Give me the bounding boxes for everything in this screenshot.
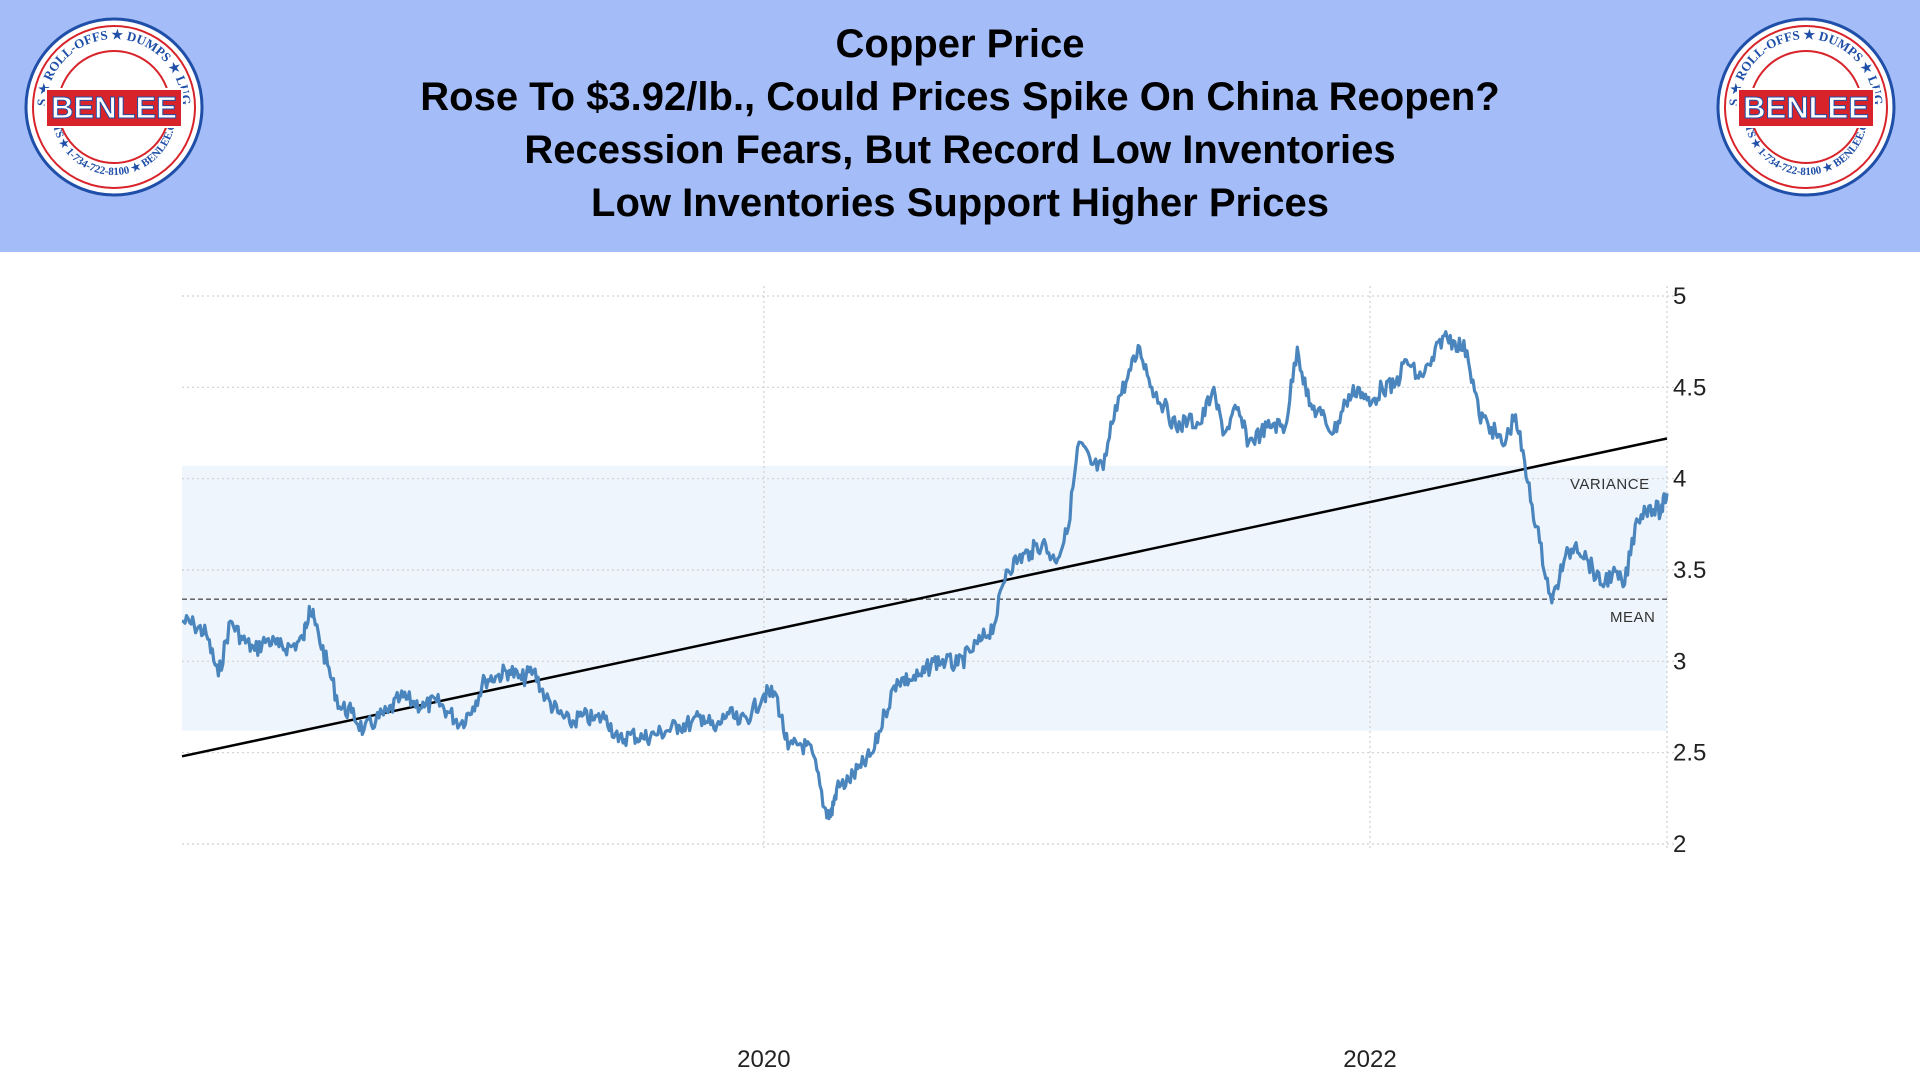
logo-brand-text: BENLEE (1743, 90, 1869, 125)
header-banner (0, 0, 1920, 252)
copper-price-series-line (181, 330, 1669, 821)
copper-price-chart: MEAN VARIANCE 2 2.5 3 3.5 4 4.5 5 2020 2022 (181, 283, 1706, 1073)
y-tick-label: 4 (1673, 466, 1686, 493)
y-tick-label: 5 (1673, 283, 1686, 310)
y-tick-label: 2 (1673, 831, 1686, 858)
page-title: Copper Price Rose To $3.92/lb., Could Pr… (260, 18, 1660, 230)
title-line-3: Recession Fears, But Record Low Inventor… (524, 128, 1396, 172)
mean-label: MEAN (1610, 609, 1655, 626)
variance-label: VARIANCE (1570, 476, 1650, 493)
x-tick-label: 2020 (737, 1046, 790, 1073)
x-axis-ticks: 2020 2022 (737, 1046, 1397, 1073)
benlee-logo-left[interactable]: TARPS ★ ROLL-OFFS ★ DUMPS ★ LUGGERS PART… (24, 17, 204, 197)
y-axis-ticks: 2 2.5 3 3.5 4 4.5 5 (1673, 283, 1706, 858)
y-tick-label: 4.5 (1673, 374, 1706, 401)
benlee-logo-right[interactable]: TARPS ★ ROLL-OFFS ★ DUMPS ★ LUGGERS PART… (1716, 17, 1896, 197)
title-line-2: Rose To $3.92/lb., Could Prices Spike On… (420, 75, 1500, 119)
y-tick-label: 3 (1673, 648, 1686, 675)
y-tick-label: 3.5 (1673, 557, 1706, 584)
y-tick-label: 2.5 (1673, 740, 1706, 767)
title-line-1: Copper Price (835, 22, 1085, 66)
logo-brand-text: BENLEE (51, 90, 177, 125)
x-tick-label: 2022 (1343, 1046, 1396, 1073)
title-line-4: Low Inventories Support Higher Prices (591, 181, 1329, 225)
